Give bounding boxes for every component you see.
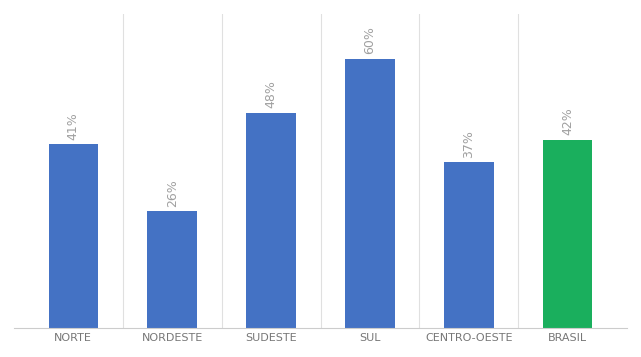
Bar bbox=[147, 211, 197, 328]
Text: 26%: 26% bbox=[165, 179, 179, 207]
Text: 60%: 60% bbox=[363, 26, 376, 54]
Text: 42%: 42% bbox=[562, 107, 574, 135]
Bar bbox=[246, 113, 296, 328]
Bar bbox=[444, 162, 494, 328]
Text: 37%: 37% bbox=[462, 130, 476, 157]
Text: 48%: 48% bbox=[265, 80, 278, 108]
Text: 41%: 41% bbox=[67, 112, 79, 140]
Bar bbox=[345, 59, 395, 328]
Bar bbox=[49, 144, 98, 328]
Bar bbox=[543, 140, 592, 328]
